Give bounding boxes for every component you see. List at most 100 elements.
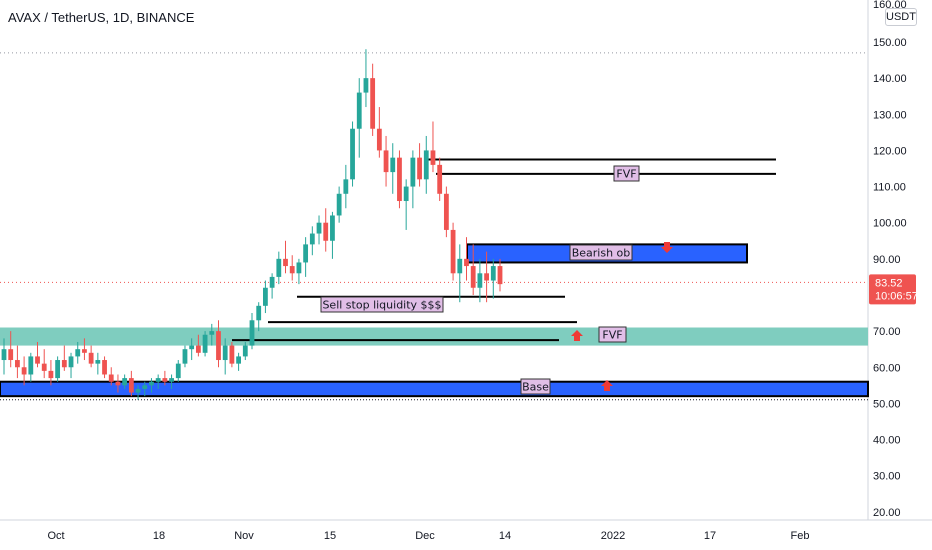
candle-body [175,363,181,379]
x-tick-label: 15 [324,530,336,542]
candle-body [443,193,449,230]
y-tick-label: 90.00 [873,254,901,266]
fvf-teal-band [0,327,868,346]
candle-body [242,345,248,357]
y-tick-label: 150.00 [873,37,907,49]
candle-body [450,229,456,274]
candle-body [477,273,483,288]
y-tick-label: 110.00 [873,182,906,194]
candle-body [289,266,295,274]
candle-body [216,331,221,361]
candle-body [75,349,81,357]
bearish-ob-label: Bearish ob [572,247,631,260]
candle-body [276,258,282,277]
candle-body [68,356,74,368]
currency-badge[interactable]: USDT [885,8,917,26]
arrow-up-icon [601,380,613,391]
fvf-lower-label-box [598,326,627,343]
arrow-down-icon [661,242,673,253]
candle-body [82,349,87,353]
y-tick-label: 40.00 [873,435,901,447]
candle-body [296,262,302,274]
y-tick-label: 50.00 [873,398,901,410]
y-tick-label: 100.00 [873,218,907,230]
candle-body [149,381,154,386]
candle-body [464,258,469,267]
candle-body [323,222,329,241]
base-zone-band [0,380,869,398]
candle-body [95,360,101,364]
candle-body [309,233,315,245]
x-tick-label: Oct [47,530,64,542]
candle-body [363,78,369,93]
y-tick-label: 130.00 [873,109,907,121]
candle-body [209,331,215,335]
candle-body [356,92,362,129]
y-tick-label: 20.00 [873,507,901,519]
candle-body [390,157,396,173]
candle-body [397,157,402,202]
candle-body [497,266,503,285]
base-label-box [520,378,551,395]
x-tick-label: 14 [499,530,511,542]
candle-body [484,273,489,281]
candle-body [303,244,309,263]
candle-body [263,287,268,306]
candle-body [249,320,255,346]
candle-body [229,345,235,364]
candle-body [55,360,61,379]
candle-body [135,388,141,393]
candle-body [423,150,429,180]
candle-body [202,334,208,353]
candle-body [195,345,201,353]
candle-body [222,345,228,361]
candle-body [403,186,409,202]
y-tick-label: 160.00 [873,0,907,11]
candle-body [417,157,422,180]
candle-body [122,378,128,386]
candle-body [470,266,476,288]
candle-body [142,385,148,389]
x-tick-label: 17 [704,530,716,542]
candle-body [155,378,161,382]
y-tick-label: 120.00 [873,145,907,157]
candle-body [102,360,107,375]
candle-body [350,128,355,180]
x-tick-label: 18 [153,530,165,542]
candle-body [430,150,436,165]
arrow-up-icon [571,330,583,341]
candle-body [162,378,168,382]
candle-body [88,352,94,364]
candle-body [35,356,40,364]
candle-body [108,374,114,382]
candle-body [370,78,376,129]
candle-body [48,370,54,379]
y-tick-label: 60.00 [873,362,901,374]
fvf-upper-label: FVF [616,168,636,181]
candle-body [1,349,7,361]
candle-body [376,128,382,151]
candle-body [336,193,342,216]
candle-body [189,345,195,350]
x-tick-label: 2022 [601,530,625,542]
candle-body [283,258,288,267]
chart-title: AVAX / TetherUS, 1D, BINANCE [8,10,195,25]
candle-body [410,157,416,187]
price-tag-countdown: 10:06:57 [875,290,918,302]
x-tick-label: Nov [234,530,254,542]
sell-stop-liquidity-label-box [320,296,444,313]
candle-body [169,378,174,382]
candle-body [343,179,349,194]
fvf-lower-label: FVF [602,329,622,342]
bearish-ob-label-box [569,244,633,261]
candle-body [41,363,47,371]
candle-body [490,266,496,281]
candle-body [182,349,188,364]
candle-body [437,164,443,194]
candle-body [316,222,322,234]
fvf-upper-label-box [613,165,640,182]
candle-body [115,381,121,386]
candle-body [28,356,34,375]
